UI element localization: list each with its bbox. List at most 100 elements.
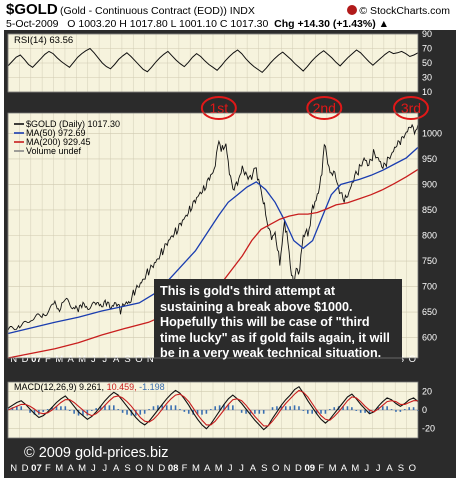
copyright-label: © 2009 gold-prices.biz xyxy=(24,445,169,461)
price-legend-entry: $GOLD (Daily) 1017.30 xyxy=(26,119,120,129)
price-tick-label: 600 xyxy=(422,333,437,343)
annotation-line: be in a very weak technical situation. xyxy=(160,346,382,361)
stockcharts-logo-icon xyxy=(347,5,358,15)
peak-label: 1st xyxy=(210,100,229,116)
x-tick-label: M xyxy=(55,354,63,365)
x-tick-label: O xyxy=(135,463,142,474)
x-tick-label: N xyxy=(147,463,154,474)
price-line xyxy=(7,123,419,331)
x-tick-label: D xyxy=(158,463,165,474)
x-tick-label: D xyxy=(22,354,29,365)
macd-tick-label: 0 xyxy=(422,405,427,415)
x-tick-label: S xyxy=(124,354,130,365)
annotation-line: This is gold's third attempt at xyxy=(160,284,336,298)
x-tick-label: 08 xyxy=(168,463,179,474)
x-tick-label: J xyxy=(91,354,96,365)
annotation-line: Hopefully this will be case of "third xyxy=(160,315,370,330)
instrument-name: (Gold - Continuous Contract (EOD)) INDX xyxy=(60,5,255,17)
x-tick-label: M xyxy=(215,463,223,474)
x-tick-label: A xyxy=(113,463,120,474)
x-tick-label: A xyxy=(67,354,74,365)
site-credit-text: © StockCharts.com xyxy=(359,5,450,17)
x-tick-label: A xyxy=(341,463,348,474)
x-tick-label: J xyxy=(364,463,369,474)
x-tick-label: F xyxy=(45,354,51,365)
macd-signal-line xyxy=(7,389,418,427)
macd-line xyxy=(7,385,419,431)
x-tick-label: A xyxy=(67,463,74,474)
x-tick-label: J xyxy=(239,463,244,474)
x-tick-label: M xyxy=(351,463,359,474)
price-tick-label: 900 xyxy=(422,179,437,189)
x-tick-label: 09 xyxy=(305,463,316,474)
price-legend-entry: MA(50) 972.69 xyxy=(26,128,86,138)
x-tick-label: A xyxy=(113,354,120,365)
x-tick-label: O xyxy=(409,463,416,474)
site-credit[interactable]: © StockCharts.com xyxy=(347,5,450,17)
price-legend-entry: MA(200) 929.45 xyxy=(26,137,91,147)
x-tick-label: F xyxy=(318,463,324,474)
quote-line: 5-Oct-2009 O 1003.20 H 1017.80 L 1001.10… xyxy=(6,18,389,30)
x-tick-label: N xyxy=(284,463,291,474)
quote-change: Chg +14.30 (+1.43%) xyxy=(274,18,376,30)
x-tick-label: J xyxy=(376,463,381,474)
peak-ellipse xyxy=(200,96,237,120)
x-tick-label: M xyxy=(329,463,337,474)
x-tick-label: S xyxy=(261,463,267,474)
x-tick-label: F xyxy=(45,463,51,474)
x-tick-label: A xyxy=(250,463,257,474)
x-tick-label: A xyxy=(204,463,211,474)
x-tick-label: A xyxy=(386,463,393,474)
up-arrow-icon: ▲ xyxy=(378,18,390,30)
macd-tick-label: -20 xyxy=(422,424,435,434)
rsi-tick-label: 50 xyxy=(422,58,432,68)
x-tick-label: J xyxy=(102,354,107,365)
quote-date: 5-Oct-2009 xyxy=(6,18,59,30)
ma200-line xyxy=(7,168,419,359)
annotation-line: sustaining a break above $1000. xyxy=(160,299,353,314)
price-tick-label: 700 xyxy=(422,282,437,292)
price-tick-label: 1000 xyxy=(422,128,442,138)
x-tick-label: 07 xyxy=(31,463,42,474)
annotation-line: time lucky" as if gold fails again, it w… xyxy=(160,330,390,345)
rsi-line xyxy=(7,47,419,74)
x-tick-label: N xyxy=(147,354,154,365)
x-tick-label: J xyxy=(228,463,233,474)
price-tick-label: 950 xyxy=(422,154,437,164)
x-tick-label: O xyxy=(409,354,416,365)
peak-label: 2nd xyxy=(313,100,336,116)
panel-border xyxy=(7,33,419,93)
panel-border xyxy=(7,381,419,439)
x-tick-label: N xyxy=(10,354,17,365)
x-tick-label: D xyxy=(295,463,302,474)
x-tick-label: O xyxy=(135,354,142,365)
x-tick-label: J xyxy=(102,463,107,474)
panel-border xyxy=(7,112,419,359)
x-tick-label: J xyxy=(91,463,96,474)
price-tick-label: 750 xyxy=(422,256,437,266)
x-tick-label: N xyxy=(10,463,17,474)
x-tick-label: F xyxy=(182,463,188,474)
rsi-tick-label: 10 xyxy=(422,87,432,97)
macd-legend: MACD(12,26,9) 9.261, 10.459, -1.198 xyxy=(14,382,165,392)
peak-label: 3rd xyxy=(401,100,421,116)
price-legend-entry: Volume undef xyxy=(26,146,82,156)
chart-symbol: $GOLD xyxy=(6,1,58,18)
x-tick-label: 07 xyxy=(31,354,42,365)
x-tick-label: M xyxy=(78,354,86,365)
price-tick-label: 800 xyxy=(422,231,437,241)
x-tick-label: M xyxy=(55,463,63,474)
quote-ohlc: O 1003.20 H 1017.80 L 1001.10 C 1017.30 xyxy=(67,18,269,30)
copyright-box xyxy=(14,438,200,460)
x-tick-label: S xyxy=(398,463,404,474)
rsi-tick-label: 70 xyxy=(422,44,432,54)
peak-ellipse xyxy=(306,96,343,120)
macd-tick-label: 20 xyxy=(422,386,432,396)
rsi-legend: RSI(14) 63.56 xyxy=(14,35,73,46)
peak-ellipse xyxy=(392,96,429,120)
annotation-text: This is gold's third attempt at sustaini… xyxy=(160,284,390,362)
rsi-tick-label: 90 xyxy=(422,29,432,39)
rsi-tick-label: 30 xyxy=(422,73,432,83)
x-tick-label: S xyxy=(124,463,130,474)
